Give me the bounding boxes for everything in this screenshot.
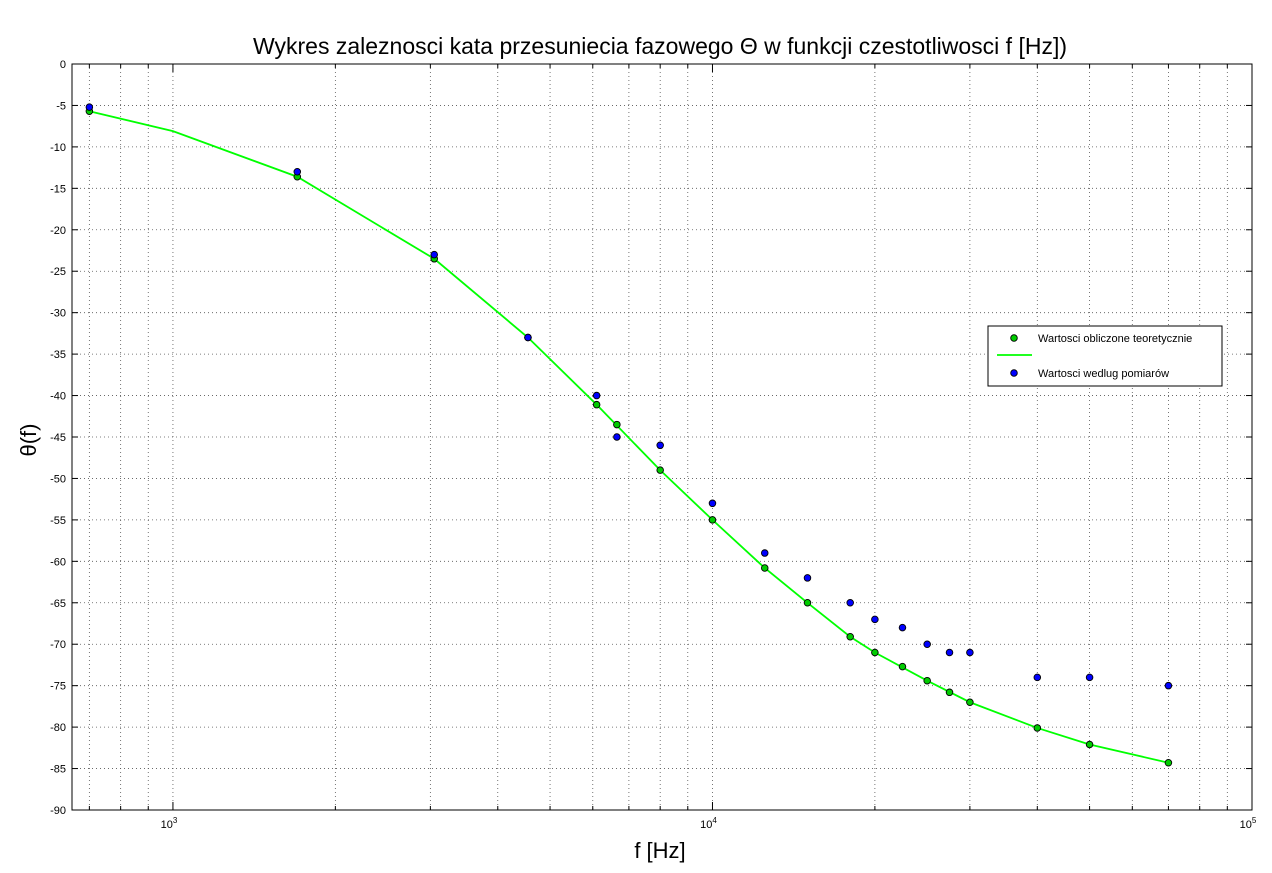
- legend-theory-swatch: [1010, 334, 1018, 342]
- measured-point: [708, 499, 717, 508]
- legend: Wartosci obliczone teoretycznie Wartosci …: [987, 325, 1223, 387]
- measured-point: [966, 648, 974, 657]
- y-tick-label: -85: [50, 764, 66, 776]
- measured-point: [430, 250, 438, 259]
- theory-point: [613, 420, 621, 429]
- theory-point: [1033, 724, 1042, 732]
- x-tick-base: 10: [1240, 819, 1252, 831]
- theory-point: [846, 633, 854, 641]
- measured-point: [923, 640, 931, 648]
- theory-point: [898, 662, 907, 671]
- x-tick-label: 104: [700, 816, 717, 831]
- y-tick-label: -60: [50, 556, 66, 568]
- theory-point: [761, 564, 769, 572]
- x-axis-label: f [Hz]: [634, 838, 685, 863]
- chart-title: Wykres zaleznosci kata przesuniecia fazo…: [253, 33, 1067, 59]
- y-axis-label: θ(f): [16, 424, 41, 457]
- y-tick-label: -90: [50, 805, 66, 817]
- y-tick-label: -65: [50, 598, 66, 610]
- theory-point: [656, 466, 664, 474]
- y-tick-label: -20: [50, 225, 66, 237]
- theory-point: [592, 400, 601, 409]
- y-tick-label: -55: [50, 515, 66, 527]
- measured-point: [1164, 681, 1173, 690]
- theory-point: [945, 688, 954, 697]
- theory-point: [871, 648, 879, 657]
- y-tick-label: -5: [56, 100, 66, 112]
- y-tick-label: -75: [50, 681, 66, 693]
- measured-point: [293, 168, 302, 176]
- theory-point: [923, 676, 931, 685]
- y-tick-label: -50: [50, 473, 66, 485]
- x-tick-exponent: 4: [712, 816, 717, 825]
- measured-point: [945, 648, 954, 657]
- legend-measured-swatch: [1010, 369, 1018, 377]
- y-tick-label: -15: [50, 183, 66, 195]
- y-tick-label: -70: [50, 639, 66, 651]
- theory-point: [1164, 759, 1173, 767]
- series-layer: [85, 103, 1173, 767]
- legend-measured-label: Wartosci wedlug pomiarów: [1038, 368, 1169, 380]
- legend-box: [987, 325, 1223, 387]
- y-tick-label: -45: [50, 432, 66, 444]
- y-ticks: 0 -5 -10 -15 -20 -25 -30 -35 -40 -45 -50 -55 -60 -65 -…: [50, 59, 1252, 817]
- y-tick-label: -30: [50, 308, 66, 320]
- y-tick-label: -35: [50, 349, 66, 361]
- x-tick-exponent: 3: [173, 816, 178, 825]
- measured-point: [846, 599, 854, 607]
- y-tick-label: -25: [50, 266, 66, 278]
- measured-point: [1033, 673, 1042, 682]
- x-tick-base: 10: [161, 819, 173, 831]
- measured-point: [524, 333, 532, 342]
- measured-point: [803, 574, 812, 582]
- measured-point: [1085, 673, 1094, 682]
- measured-point: [761, 549, 769, 557]
- theory-point: [708, 516, 717, 524]
- legend-theory-label: Wartosci obliczone teoretycznie: [1038, 333, 1192, 345]
- measured-point: [898, 623, 907, 632]
- x-tick-exponent: 5: [1252, 816, 1257, 825]
- x-tick-label: 103: [161, 816, 178, 831]
- theory-point: [1085, 740, 1094, 749]
- measured-point: [592, 391, 601, 400]
- measured-point: [613, 433, 621, 441]
- measured-point: [656, 441, 664, 450]
- grid: [72, 64, 1252, 810]
- measured-point: [871, 615, 879, 624]
- theory-point: [966, 698, 974, 706]
- measured-point: [85, 103, 94, 111]
- y-tick-label: -10: [50, 142, 66, 154]
- y-tick-label: -40: [50, 391, 66, 403]
- x-tick-base: 10: [700, 819, 712, 831]
- y-tick-label: 0: [60, 59, 66, 71]
- x-ticks: 103 104 105: [88, 64, 1257, 831]
- x-tick-label: 105: [1240, 816, 1257, 831]
- y-tick-label: -80: [50, 722, 66, 734]
- theory-point: [803, 599, 812, 607]
